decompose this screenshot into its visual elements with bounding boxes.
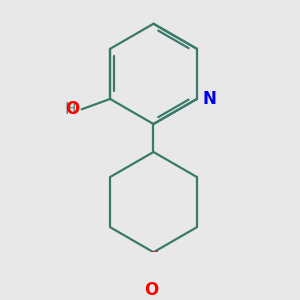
- Text: O: O: [65, 100, 79, 118]
- Text: O: O: [145, 281, 159, 299]
- Text: H: H: [64, 102, 76, 117]
- Text: N: N: [203, 90, 217, 108]
